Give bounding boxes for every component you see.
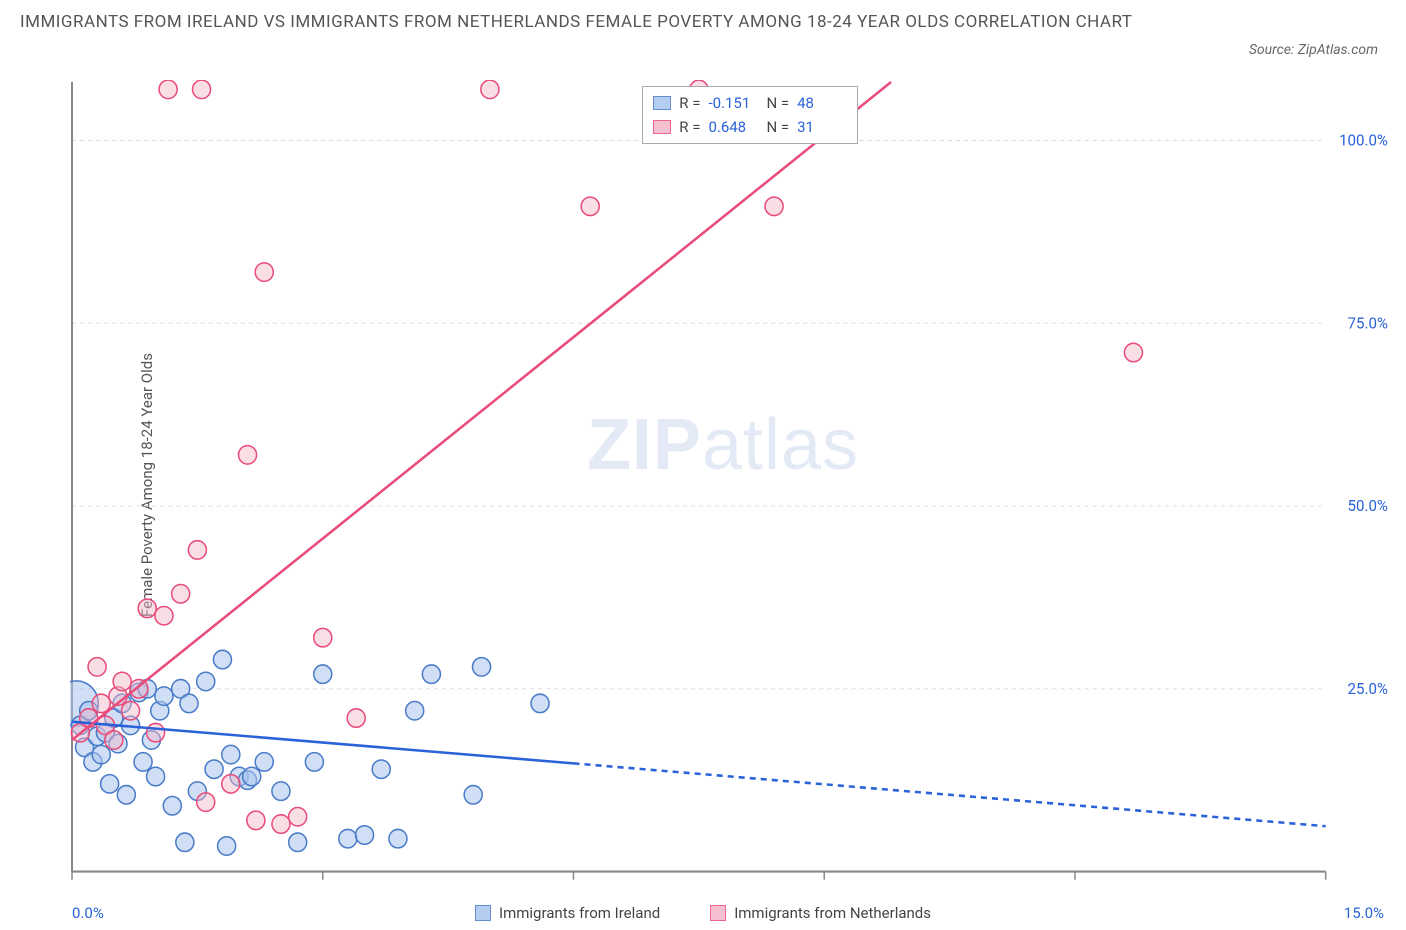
data-point — [193, 80, 211, 98]
data-point — [222, 745, 240, 763]
data-point — [180, 694, 198, 712]
data-point — [138, 599, 156, 617]
stats-row: R = 0.648 N = 31 — [653, 115, 847, 139]
chart-area: Female Poverty Among 18-24 Year Olds ZIP… — [50, 80, 1396, 890]
data-point — [272, 782, 290, 800]
data-point — [205, 760, 223, 778]
data-point — [247, 811, 265, 829]
data-point — [163, 797, 181, 815]
data-point — [289, 807, 307, 825]
legend-swatch — [475, 905, 491, 921]
data-point — [188, 541, 206, 559]
data-point — [147, 723, 165, 741]
bottom-legend: 0.0% Immigrants from Ireland Immigrants … — [0, 904, 1406, 922]
x-axis-origin-label: 0.0% — [72, 904, 104, 922]
data-point — [101, 775, 119, 793]
stat-r-label: R = — [679, 115, 700, 139]
data-point — [473, 658, 491, 676]
data-point — [218, 837, 236, 855]
svg-text:100.0%: 100.0% — [1339, 132, 1388, 150]
data-point — [305, 753, 323, 771]
data-point — [255, 753, 273, 771]
data-point — [243, 767, 261, 785]
chart-title: IMMIGRANTS FROM IRELAND VS IMMIGRANTS FR… — [20, 10, 1140, 36]
data-point — [213, 650, 231, 668]
data-point — [1124, 343, 1142, 361]
stat-n-label: N = — [766, 91, 789, 115]
data-point — [172, 585, 190, 603]
data-point — [121, 701, 139, 719]
data-point — [464, 786, 482, 804]
data-point — [389, 829, 407, 847]
data-point — [222, 775, 240, 793]
data-point — [355, 826, 373, 844]
data-point — [255, 263, 273, 281]
legend-swatch — [710, 905, 726, 921]
stat-r-value: 0.648 — [708, 115, 758, 139]
stat-n-value: 48 — [797, 91, 847, 115]
data-point — [155, 687, 173, 705]
data-point — [105, 731, 123, 749]
data-point — [372, 760, 390, 778]
svg-text:50.0%: 50.0% — [1348, 497, 1388, 515]
svg-text:75.0%: 75.0% — [1348, 314, 1388, 332]
data-point — [159, 80, 177, 98]
data-point — [581, 197, 599, 215]
data-point — [289, 833, 307, 851]
data-point — [238, 446, 256, 464]
stats-legend-box: R = -0.151 N = 48 R = 0.648 N = 31 — [642, 86, 858, 144]
scatter-plot: 25.0% 50.0% 75.0% 100.0% — [70, 80, 1396, 890]
data-point — [422, 665, 440, 683]
data-point — [176, 833, 194, 851]
data-point — [88, 658, 106, 676]
data-point — [197, 793, 215, 811]
source-attribution: Source: ZipAtlas.com — [1249, 42, 1378, 58]
data-point — [339, 829, 357, 847]
legend-swatch — [653, 120, 671, 134]
trend-line — [72, 82, 891, 740]
data-point — [531, 694, 549, 712]
data-point — [314, 628, 332, 646]
legend-swatch — [653, 96, 671, 110]
data-point — [155, 606, 173, 624]
data-point — [314, 665, 332, 683]
stats-row: R = -0.151 N = 48 — [653, 91, 847, 115]
stat-n-label: N = — [766, 115, 789, 139]
stat-r-value: -0.151 — [708, 91, 758, 115]
data-point — [113, 672, 131, 690]
series-legend: Immigrants from Ireland Immigrants from … — [475, 904, 931, 922]
data-point — [147, 767, 165, 785]
data-point — [406, 701, 424, 719]
data-point — [92, 745, 110, 763]
data-point — [765, 197, 783, 215]
data-point — [347, 709, 365, 727]
data-point — [481, 80, 499, 98]
data-point — [272, 815, 290, 833]
legend-item: Immigrants from Ireland — [475, 904, 660, 922]
stat-n-value: 31 — [797, 115, 847, 139]
x-axis-end-label: 15.0% — [1344, 904, 1384, 922]
data-point — [134, 753, 152, 771]
legend-item: Immigrants from Netherlands — [710, 904, 931, 922]
data-point — [197, 672, 215, 690]
legend-label: Immigrants from Netherlands — [734, 904, 931, 922]
stat-r-label: R = — [679, 91, 700, 115]
svg-text:25.0%: 25.0% — [1348, 680, 1388, 698]
trend-line-extrapolated — [573, 763, 1325, 826]
data-point — [117, 786, 135, 804]
legend-label: Immigrants from Ireland — [499, 904, 660, 922]
